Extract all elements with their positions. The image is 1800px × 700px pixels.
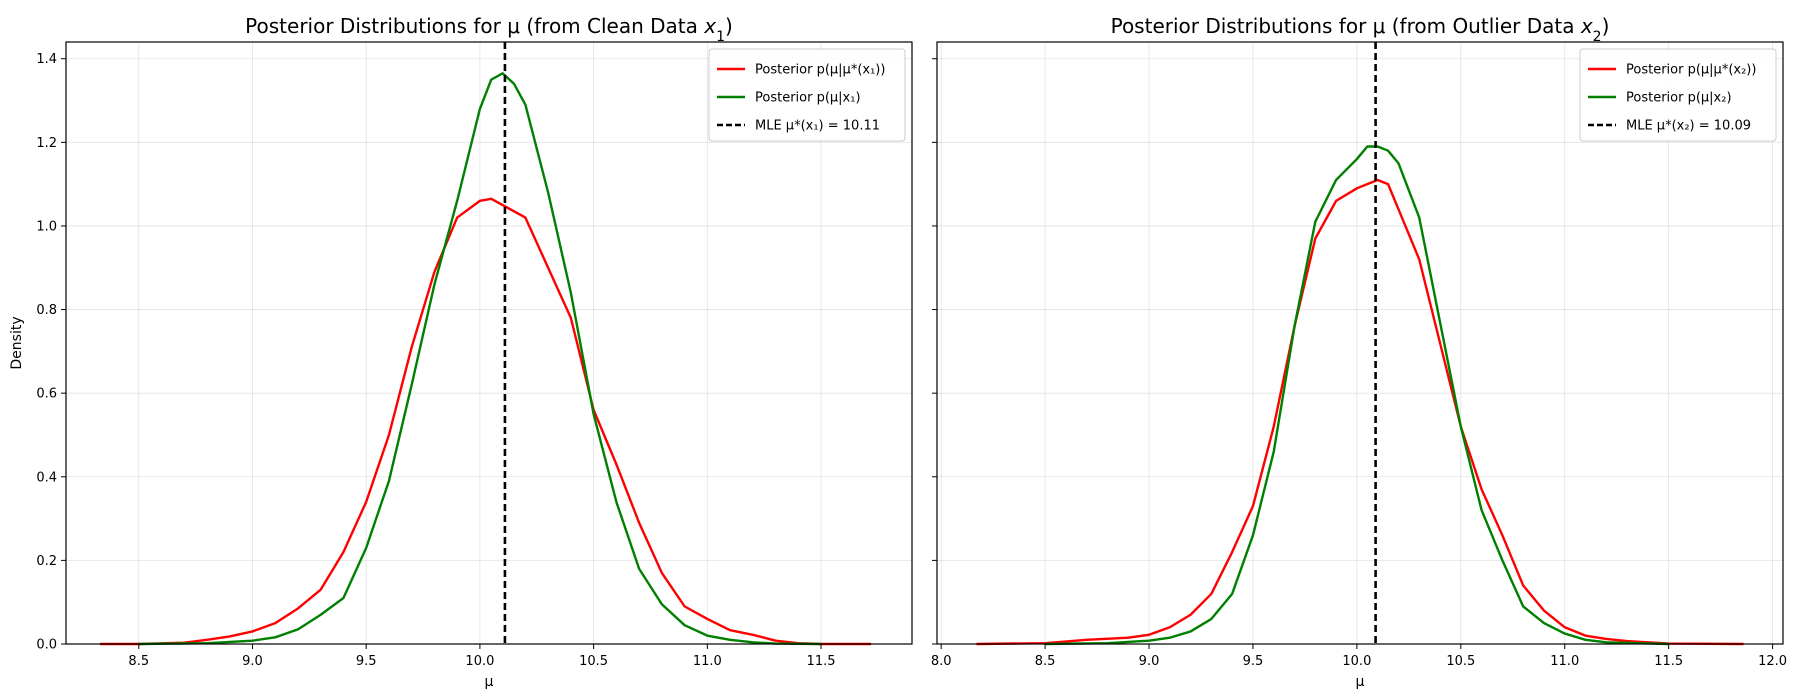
legend-box [1579,48,1777,142]
x-tick-label: 10.0 [465,654,494,669]
y-tick-label: 1.0 [36,219,57,234]
x-tick-label: 9.5 [1243,654,1264,669]
x-tick-label: 11.5 [807,654,836,669]
x-tick-label: 8.0 [931,654,952,669]
posterior-mle-curve [976,178,1744,646]
x-axis-label: μ [485,674,494,690]
y-tick-label: 1.2 [36,136,57,151]
legend-entry-label: Posterior p(μ|x₂) [1626,91,1732,106]
x-tick-label: 11.5 [1654,654,1683,669]
y-tick-label: 0.0 [36,638,57,653]
legend-box [708,48,906,142]
x-tick-label: 9.0 [1139,654,1160,669]
x-axis-label: μ [1356,674,1365,690]
x-tick-label: 10.5 [579,654,608,669]
posterior-data-curve [138,72,822,646]
y-tick-label: 0.8 [36,303,57,318]
y-tick-label: 0.4 [36,470,57,485]
chart-panel-clean-data: 8.5 9.0 9.5 10.0 10.5 11.0 11.5 0.0 0.2 0.4 0.6 0.8… [9,14,913,690]
legend-entry-label: Posterior p(μ|x₁) [755,91,861,106]
plot-frame [936,41,1784,645]
y-tick-label: 0.6 [36,387,57,402]
y-tick-label: 1.4 [36,52,57,67]
x-tick-label: 8.5 [128,654,149,669]
chart-panel-outlier-data: 8.0 8.5 9.0 9.5 10.0 10.5 11.0 11.5 12.0 μ Posteri… [931,14,1787,690]
x-tick-label: 11.0 [693,654,722,669]
x-tick-label: 9.5 [356,654,377,669]
x-tick-label: 12.0 [1758,654,1787,669]
legend: Posterior p(μ|μ*(x₂)) Posterior p(μ|x₂) ML… [1579,48,1777,142]
x-tick-label: 9.0 [242,654,263,669]
legend-entry-label: MLE μ*(x₁) = 10.11 [755,119,880,134]
legend-entry-label: Posterior p(μ|μ*(x₁)) [755,63,885,78]
x-tick-label: 8.5 [1035,654,1056,669]
y-axis-label: Density [9,316,25,369]
legend-entry-label: MLE μ*(x₂) = 10.09 [1626,119,1751,134]
plot-frame [65,41,913,645]
x-tick-label: 10.0 [1342,654,1371,669]
x-tick-label: 10.5 [1446,654,1475,669]
legend-entry-label: Posterior p(μ|μ*(x₂)) [1626,63,1756,78]
chart-title: Posterior Distributions for μ (from Clea… [245,14,733,45]
legend: Posterior p(μ|μ*(x₁)) Posterior p(μ|x₁) ML… [708,48,906,142]
y-tick-label: 0.2 [36,554,57,569]
posterior-data-curve [1045,145,1669,646]
posterior-mle-curve [100,197,872,646]
chart-title: Posterior Distributions for μ (from Outl… [1111,14,1610,45]
x-tick-label: 11.0 [1550,654,1579,669]
